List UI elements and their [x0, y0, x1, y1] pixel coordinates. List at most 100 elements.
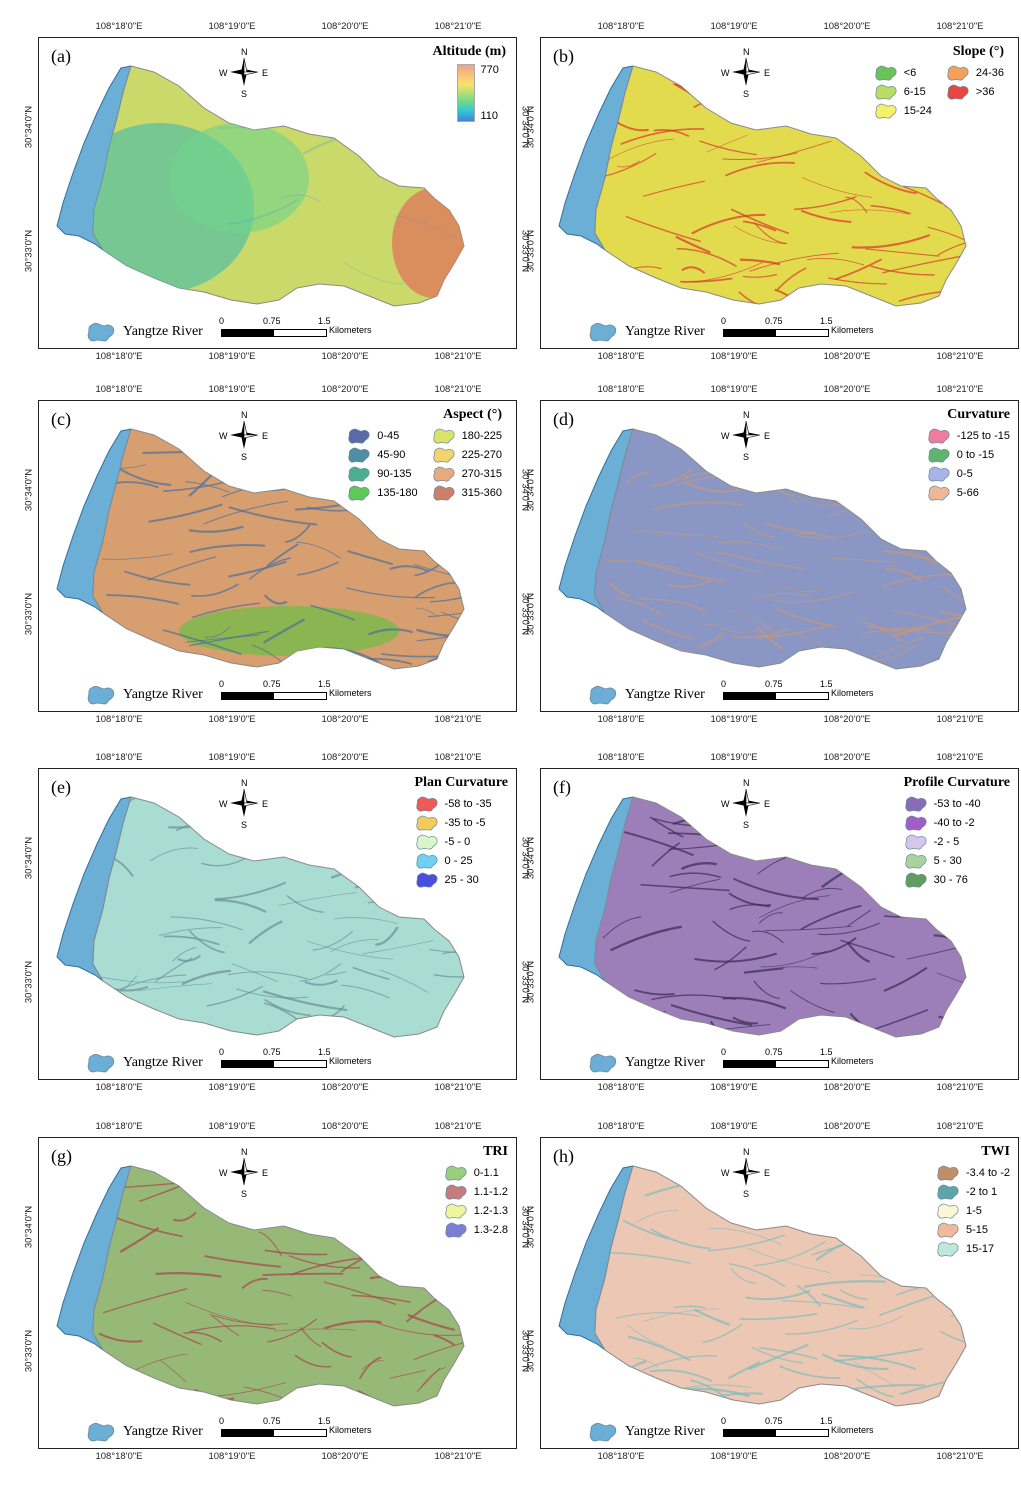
legend-item-label: 90-135	[377, 468, 412, 480]
compass-n-label: N	[743, 778, 750, 788]
map-legend: Slope (°) <6 6-15 15-24 24-36 >36	[874, 44, 1004, 119]
longitude-tick-label: 108°20'0"E	[823, 714, 871, 725]
legend-item-label: 270-315	[461, 468, 502, 480]
scale-unit-label: Kilometers	[329, 1056, 372, 1066]
compass-w-label: W	[219, 1168, 228, 1178]
legend-title: Curvature	[947, 407, 1010, 422]
legend-swatch-icon	[905, 796, 927, 812]
legend-item-label: 180-225	[461, 430, 502, 442]
map-panel-b: (b) N S W E Slope (°) <6 6-15 15-24 24-36 >36 Yangt…	[540, 37, 1019, 349]
study-area-shape	[92, 796, 465, 1038]
north-arrow-icon: N S W E	[721, 778, 770, 830]
longitude-tick-label: 108°18'0"E	[95, 1121, 143, 1132]
longitude-tick-label: 108°21'0"E	[434, 21, 482, 32]
legend-item-label: -40 to -2	[933, 817, 975, 829]
legend-swatch-icon	[875, 65, 897, 81]
legend-swatch-icon	[415, 853, 438, 869]
scale-bar: 0 0.75 1.5 Kilometers	[721, 1416, 893, 1438]
map-panel-f: (f) N S W E Profile Curvature -53 to -40 -40 to…	[540, 768, 1019, 1080]
study-area-shape	[92, 1165, 465, 1407]
scale-unit-label: Kilometers	[831, 1425, 874, 1435]
compass-e-label: E	[764, 68, 770, 78]
panel-label: (b)	[553, 46, 574, 66]
legend-item-label: 0 to -15	[956, 449, 995, 461]
legend-item: 45-90	[347, 447, 417, 463]
scale-bar: 0 0.75 1.5 Kilometers	[721, 316, 893, 338]
longitude-tick-label: 108°21'0"E	[434, 752, 482, 763]
compass-e-label: E	[262, 431, 268, 441]
legend-swatch-icon	[445, 1203, 467, 1219]
map-legend: TWI -3.4 to -2 -2 to 1 1-5 5-15 15-17	[936, 1144, 1010, 1257]
longitude-tick-label: 108°20'0"E	[823, 1121, 871, 1132]
river-swatch-icon	[87, 685, 115, 705]
legend-title: TWI	[981, 1144, 1010, 1159]
longitude-tick-label: 108°19'0"E	[710, 714, 758, 725]
legend-item-label: 15-24	[903, 105, 932, 117]
longitude-tick-label: 108°18'0"E	[597, 384, 645, 395]
legend-swatch-icon	[937, 1184, 959, 1200]
map-legend: Aspect (°) 0-45 45-90 90-135 135-180 180-225 2…	[347, 407, 502, 501]
longitude-tick-label: 108°21'0"E	[936, 1082, 984, 1093]
river-swatch-icon	[589, 685, 617, 705]
scale-zero-label: 0	[219, 679, 225, 689]
legend-swatch-icon	[433, 447, 455, 463]
legend-swatch-icon	[445, 1184, 467, 1200]
latitude-tick-label: 30°33'0"N	[525, 1329, 537, 1373]
study-area-map	[558, 428, 967, 670]
river-swatch-icon	[87, 322, 115, 342]
legend-swatch-icon	[415, 834, 438, 850]
legend-items: 0-1.1 1.1-1.2 1.2-1.3 1.3-2.8	[444, 1165, 508, 1238]
legend-item-label: 24-36	[975, 67, 1004, 79]
scale-zero-label: 0	[219, 1416, 225, 1426]
river-legend-label: Yangtze River	[625, 687, 705, 702]
study-area-map	[56, 428, 465, 670]
longitude-tick-label: 108°18'0"E	[95, 21, 143, 32]
river-legend-label: Yangtze River	[123, 324, 203, 339]
river-legend-label: Yangtze River	[625, 1055, 705, 1070]
latitude-tick-label: 30°33'0"N	[23, 1329, 35, 1373]
longitude-tick-label: 108°21'0"E	[936, 1451, 984, 1462]
longitude-tick-label: 108°20'0"E	[321, 1082, 369, 1093]
legend-swatch-icon	[415, 872, 438, 888]
legend-swatch-icon	[415, 815, 438, 831]
legend-item-label: 0 - 25	[444, 855, 473, 867]
north-arrow-icon: N S W E	[219, 410, 268, 462]
legend-item: -125 to -15	[927, 428, 1010, 444]
scale-bar: 0 0.75 1.5 Kilometers	[219, 1047, 391, 1069]
map-panel-c: (c) N S W E Aspect (°) 0-45 45-90 90-135 135-180 1…	[38, 400, 517, 712]
legend-swatch-icon	[433, 428, 455, 444]
panel-label: (g)	[51, 1146, 72, 1166]
longitude-tick-label: 108°21'0"E	[434, 351, 482, 362]
gradient-bar	[456, 64, 475, 122]
longitude-tick-label: 108°18'0"E	[95, 752, 143, 763]
legend-item: -5 - 0	[415, 834, 508, 850]
map-legend: Profile Curvature -53 to -40 -40 to -2 -2 -…	[904, 775, 1010, 888]
north-arrow-icon: N S W E	[219, 1147, 268, 1199]
legend-swatch-icon	[928, 466, 950, 482]
longitude-tick-label: 108°20'0"E	[321, 351, 369, 362]
legend-items: <6 6-15 15-24 24-36 >36	[874, 65, 1004, 119]
longitude-tick-label: 108°18'0"E	[95, 1451, 143, 1462]
river-legend: Yangtze River	[85, 1422, 203, 1442]
legend-title: Aspect (°)	[443, 407, 502, 422]
longitude-tick-label: 108°20'0"E	[823, 1451, 871, 1462]
legend-swatch-icon	[905, 872, 927, 888]
longitude-tick-label: 108°21'0"E	[936, 21, 984, 32]
longitude-tick-label: 108°20'0"E	[823, 351, 871, 362]
legend-item-label: -2 to 1	[965, 1186, 998, 1198]
legend-item: 315-360	[432, 485, 502, 501]
map-panel-a: (a) N S W E Altitude (m) 770 110 Yangtze River 0 0…	[38, 37, 517, 349]
longitude-tick-label: 108°19'0"E	[710, 351, 758, 362]
north-arrow-icon: N S W E	[721, 1147, 770, 1199]
river-legend: Yangtze River	[85, 685, 203, 705]
scale-unit-label: Kilometers	[329, 1425, 372, 1435]
legend-swatch-icon	[433, 485, 455, 501]
compass-w-label: W	[219, 68, 228, 78]
river-legend-label: Yangtze River	[123, 1424, 203, 1439]
river-legend: Yangtze River	[587, 1053, 705, 1073]
legend-swatch-icon	[905, 834, 927, 850]
legend-item: 0 to -15	[927, 447, 1010, 463]
scale-mid-label: 0.75	[263, 1047, 281, 1057]
longitude-tick-label: 108°20'0"E	[823, 21, 871, 32]
longitude-tick-label: 108°20'0"E	[321, 384, 369, 395]
